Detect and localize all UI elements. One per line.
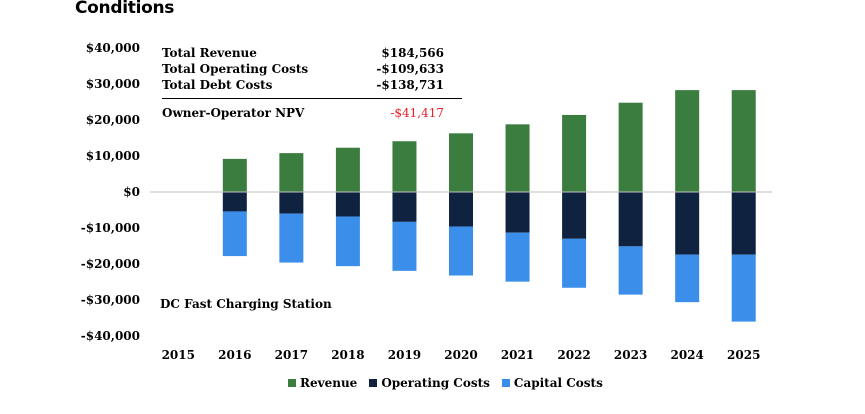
- bar-operating-costs-2024: [675, 192, 700, 255]
- legend: Revenue Operating Costs Capital Costs: [288, 376, 615, 390]
- bar-operating-costs-2016: [222, 192, 247, 212]
- bar-capital-costs-2021: [505, 232, 530, 282]
- summary-row-npv: Owner-Operator NPV -$41,417: [162, 105, 462, 121]
- bar-capital-costs-2019: [392, 221, 417, 271]
- bar-revenue-2023: [618, 102, 643, 192]
- legend-label: Revenue: [300, 376, 358, 390]
- bar-revenue-2021: [505, 124, 530, 192]
- y-tick-label: $10,000: [86, 149, 140, 163]
- bar-revenue-2018: [335, 147, 360, 192]
- bars: [222, 90, 756, 322]
- summary-label: Total Debt Costs: [162, 78, 273, 92]
- bar-capital-costs-2020: [449, 226, 473, 276]
- bar-operating-costs-2019: [392, 192, 417, 222]
- bar-revenue-2022: [562, 114, 587, 192]
- bar-operating-costs-2020: [449, 192, 473, 227]
- y-tick-label: -$10,000: [81, 221, 140, 235]
- y-tick-label: -$30,000: [81, 293, 140, 307]
- bar-revenue-2016: [222, 158, 247, 192]
- legend-label: Capital Costs: [513, 376, 603, 390]
- summary-row-debt: Total Debt Costs -$138,731: [162, 77, 462, 93]
- summary-value: -$109,633: [376, 62, 444, 76]
- bar-revenue-2017: [279, 153, 304, 192]
- bar-capital-costs-2023: [618, 246, 643, 295]
- bar-operating-costs-2017: [279, 192, 304, 214]
- y-tick-label: $0: [123, 185, 140, 199]
- bar-operating-costs-2022: [562, 192, 587, 239]
- summary-label: Total Revenue: [162, 46, 257, 60]
- legend-item-operating: Operating Costs: [369, 376, 490, 390]
- bar-revenue-2025: [731, 90, 756, 192]
- bar-capital-costs-2025: [731, 254, 756, 322]
- legend-label: Operating Costs: [381, 376, 490, 390]
- bar-operating-costs-2023: [618, 192, 643, 247]
- x-axis: 2015 2016 2017 2018 2019 2020 2021 2022 2023 2024…: [162, 348, 761, 362]
- bar-capital-costs-2024: [675, 254, 700, 303]
- page-title: Conditions: [75, 0, 175, 18]
- chart-caption: DC Fast Charging Station: [160, 297, 332, 311]
- summary-divider: [162, 98, 462, 99]
- x-tick-label: 2018: [331, 348, 364, 362]
- bar-revenue-2024: [675, 90, 700, 192]
- bar-operating-costs-2018: [335, 192, 360, 217]
- x-tick-label: 2021: [501, 348, 534, 362]
- y-tick-label: $30,000: [86, 77, 140, 91]
- y-tick-label: $20,000: [86, 113, 140, 127]
- x-tick-label: 2015: [162, 348, 195, 362]
- summary-row-operating: Total Operating Costs -$109,633: [162, 61, 462, 77]
- x-tick-label: 2022: [557, 348, 590, 362]
- x-tick-label: 2017: [275, 348, 308, 362]
- summary-row-revenue: Total Revenue $184,566: [162, 45, 462, 61]
- x-tick-label: 2020: [444, 348, 477, 362]
- legend-swatch-capital: [501, 379, 510, 387]
- summary-label: Total Operating Costs: [162, 62, 309, 76]
- summary-table: Total Revenue $184,566 Total Operating C…: [162, 45, 462, 120]
- x-tick-label: 2016: [218, 348, 251, 362]
- x-tick-label: 2024: [670, 348, 703, 362]
- bar-capital-costs-2022: [562, 238, 587, 288]
- x-tick-label: 2023: [614, 348, 647, 362]
- x-tick-label: 2025: [727, 348, 760, 362]
- legend-swatch-revenue: [288, 379, 296, 387]
- bar-operating-costs-2025: [731, 192, 756, 255]
- y-tick-label: -$20,000: [81, 257, 140, 271]
- bar-capital-costs-2016: [222, 211, 247, 257]
- bar-revenue-2019: [392, 141, 417, 192]
- summary-value: -$138,731: [376, 78, 444, 92]
- bar-capital-costs-2017: [279, 213, 304, 263]
- bar-operating-costs-2021: [505, 192, 530, 233]
- y-tick-label: $40,000: [86, 41, 140, 55]
- bar-capital-costs-2018: [335, 216, 360, 267]
- y-tick-label: -$40,000: [81, 329, 140, 343]
- legend-item-capital: Capital Costs: [501, 376, 603, 390]
- x-tick-label: 2019: [388, 348, 421, 362]
- legend-swatch-operating: [369, 379, 378, 387]
- bar-revenue-2020: [449, 133, 473, 192]
- legend-item-revenue: Revenue: [288, 376, 357, 390]
- npv-value: -$41,417: [390, 106, 444, 120]
- summary-value: $184,566: [381, 46, 444, 60]
- y-axis: $40,000 $30,000 $20,000 $10,000 $0 -$10,000 -$…: [81, 41, 140, 343]
- npv-label: Owner-Operator NPV: [162, 106, 305, 120]
